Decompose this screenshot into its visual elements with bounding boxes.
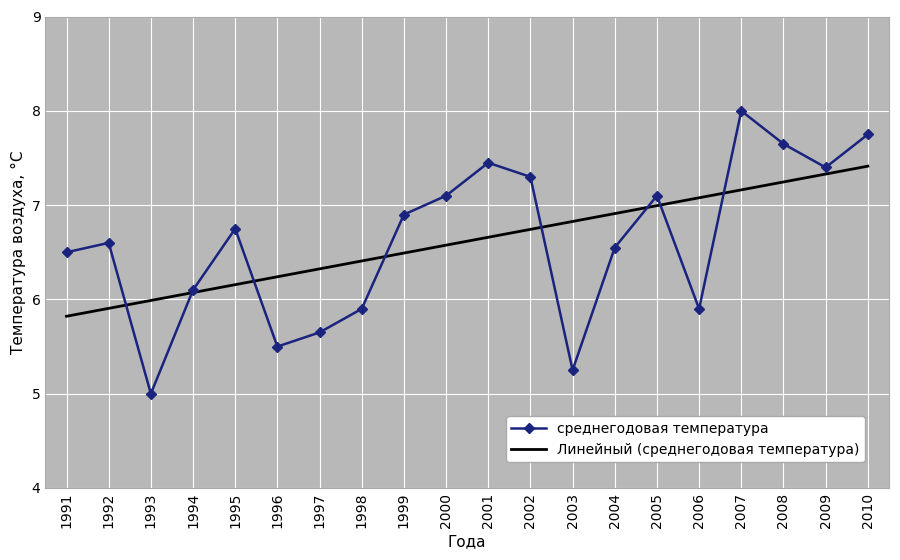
Линейный (среднегодовая температура) — [652, 202, 662, 209]
Линейный (среднегодовая температура) — [862, 163, 873, 170]
среднегодовая температура — [272, 343, 283, 350]
Legend: среднегодовая температура, Линейный (среднегодовая температура): среднегодовая температура, Линейный (сре… — [506, 416, 865, 462]
среднегодовая температура — [482, 160, 493, 166]
Линейный (среднегодовая температура) — [482, 234, 493, 241]
среднегодовая температура — [820, 164, 831, 171]
среднегодовая температура — [356, 306, 367, 312]
среднегодовая температура — [314, 329, 325, 336]
Линейный (среднегодовая температура) — [778, 179, 789, 185]
Y-axis label: Температура воздуха, °C: Температура воздуха, °C — [11, 151, 26, 354]
среднегодовая температура — [146, 390, 157, 397]
Линейный (среднегодовая температура) — [736, 186, 747, 193]
Линейный (среднегодовая температура) — [609, 210, 620, 217]
среднегодовая температура — [694, 306, 705, 312]
Line: среднегодовая температура: среднегодовая температура — [63, 108, 871, 397]
среднегодовая температура — [441, 193, 452, 199]
Линейный (среднегодовая температура) — [272, 273, 283, 280]
Линейный (среднегодовая температура) — [187, 289, 198, 296]
среднегодовая температура — [567, 367, 578, 374]
среднегодовая температура — [525, 174, 535, 180]
среднегодовая температура — [399, 211, 410, 218]
Линейный (среднегодовая температура) — [146, 297, 157, 304]
Линейный (среднегодовая температура) — [230, 281, 240, 288]
Линейный (среднегодовая температура) — [61, 313, 72, 320]
среднегодовая температура — [61, 249, 72, 256]
Линейный (среднегодовая температура) — [694, 194, 705, 201]
Линейный (среднегодовая температура) — [567, 218, 578, 225]
среднегодовая температура — [104, 240, 114, 246]
среднегодовая температура — [862, 131, 873, 138]
среднегодовая температура — [736, 108, 747, 114]
среднегодовая температура — [609, 244, 620, 251]
Линейный (среднегодовая температура) — [104, 305, 114, 312]
среднегодовая температура — [187, 287, 198, 293]
среднегодовая температура — [230, 225, 240, 232]
Линейный (среднегодовая температура) — [820, 171, 831, 178]
среднегодовая температура — [652, 193, 662, 199]
Line: Линейный (среднегодовая температура): Линейный (среднегодовая температура) — [67, 166, 868, 316]
среднегодовая температура — [778, 141, 789, 147]
X-axis label: Года: Года — [448, 534, 486, 549]
Линейный (среднегодовая температура) — [525, 226, 535, 233]
Линейный (среднегодовая температура) — [399, 250, 410, 256]
Линейный (среднегодовая температура) — [441, 242, 452, 249]
Линейный (среднегодовая температура) — [356, 258, 367, 264]
Линейный (среднегодовая температура) — [314, 265, 325, 272]
